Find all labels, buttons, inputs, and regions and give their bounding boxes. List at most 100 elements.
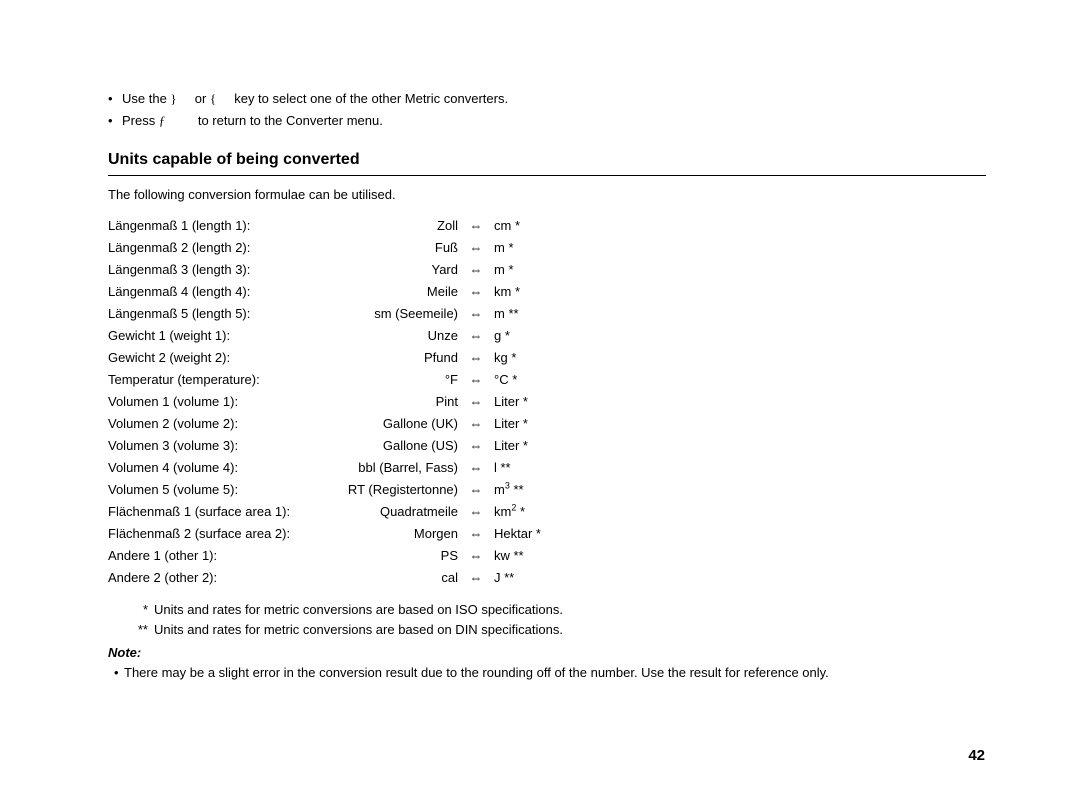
- conversion-row: Temperatur (temperature):°F⇔°C *: [108, 371, 985, 393]
- double-arrow-icon: ⇔: [462, 393, 490, 411]
- conversion-to-unit: cm *: [490, 217, 985, 235]
- conversion-category-label: Andere 1 (other 1):: [108, 547, 328, 565]
- conversion-row: Flächenmaß 1 (surface area 1):Quadratmei…: [108, 503, 985, 525]
- conversion-category-label: Längenmaß 4 (length 4):: [108, 283, 328, 301]
- conversion-to-unit: m *: [490, 239, 985, 257]
- footnote-mark: **: [130, 621, 154, 639]
- conversion-from-unit: sm (Seemeile): [328, 305, 462, 323]
- conversion-to-unit: kw **: [490, 547, 985, 565]
- conversion-row: Gewicht 1 (weight 1):Unze⇔g *: [108, 327, 985, 349]
- double-arrow-icon: ⇔: [462, 415, 490, 433]
- footnotes: *Units and rates for metric conversions …: [130, 601, 985, 638]
- conversion-to-unit: km2 *: [490, 503, 985, 521]
- conversion-row: Volumen 3 (volume 3):Gallone (US)⇔Liter …: [108, 437, 985, 459]
- conversion-row: Längenmaß 5 (length 5):sm (Seemeile)⇔m *…: [108, 305, 985, 327]
- conversion-row: Andere 2 (other 2):cal⇔J **: [108, 569, 985, 591]
- double-arrow-icon: ⇔: [462, 283, 490, 301]
- conversion-category-label: Längenmaß 5 (length 5):: [108, 305, 328, 323]
- conversion-row: Längenmaß 2 (length 2):Fuß⇔m *: [108, 239, 985, 261]
- conversion-category-label: Längenmaß 3 (length 3):: [108, 261, 328, 279]
- conversion-category-label: Gewicht 1 (weight 1):: [108, 327, 328, 345]
- conversion-to-unit: °C *: [490, 371, 985, 389]
- conversion-to-unit: J **: [490, 569, 985, 587]
- conversion-row: Volumen 2 (volume 2):Gallone (UK)⇔Liter …: [108, 415, 985, 437]
- double-arrow-icon: ⇔: [462, 305, 490, 323]
- footnote-mark: *: [130, 601, 154, 619]
- double-arrow-icon: ⇔: [462, 239, 490, 257]
- bullet-row: •Use the } or { key to select one of the…: [108, 90, 985, 108]
- conversion-to-unit: g *: [490, 327, 985, 345]
- bullet-dot-icon: •: [108, 90, 122, 108]
- conversion-row: Längenmaß 4 (length 4):Meile⇔km *: [108, 283, 985, 305]
- conversion-to-unit: m *: [490, 261, 985, 279]
- double-arrow-icon: ⇔: [462, 569, 490, 587]
- heading-rule: [108, 175, 986, 176]
- conversion-from-unit: Quadratmeile: [328, 503, 462, 521]
- conversion-category-label: Volumen 2 (volume 2):: [108, 415, 328, 433]
- conversion-from-unit: Meile: [328, 283, 462, 301]
- note-text: There may be a slight error in the conve…: [124, 664, 829, 682]
- conversion-row: Volumen 5 (volume 5):RT (Registertonne)⇔…: [108, 481, 985, 503]
- section-heading: Units capable of being converted: [108, 149, 985, 171]
- conversion-to-unit: Hektar *: [490, 525, 985, 543]
- conversion-from-unit: bbl (Barrel, Fass): [328, 459, 462, 477]
- conversion-row: Längenmaß 1 (length 1):Zoll⇔cm *: [108, 217, 985, 239]
- intro-text: The following conversion formulae can be…: [108, 186, 985, 204]
- double-arrow-icon: ⇔: [462, 327, 490, 345]
- conversion-from-unit: Gallone (US): [328, 437, 462, 455]
- conversion-category-label: Volumen 4 (volume 4):: [108, 459, 328, 477]
- bullet-text: Use the } or { key to select one of the …: [122, 90, 508, 108]
- conversion-row: Andere 1 (other 1):PS⇔kw **: [108, 547, 985, 569]
- note-bullet: •: [114, 664, 124, 682]
- conversion-from-unit: Pint: [328, 393, 462, 411]
- conversion-from-unit: Zoll: [328, 217, 462, 235]
- conversion-category-label: Flächenmaß 2 (surface area 2):: [108, 525, 328, 543]
- conversion-to-unit: Liter *: [490, 437, 985, 455]
- conversion-to-unit: m3 **: [490, 481, 985, 499]
- double-arrow-icon: ⇔: [462, 459, 490, 477]
- double-arrow-icon: ⇔: [462, 547, 490, 565]
- conversion-table: Längenmaß 1 (length 1):Zoll⇔cm *Längenma…: [108, 217, 985, 591]
- conversion-category-label: Flächenmaß 1 (surface area 1):: [108, 503, 328, 521]
- double-arrow-icon: ⇔: [462, 217, 490, 235]
- double-arrow-icon: ⇔: [462, 371, 490, 389]
- conversion-category-label: Andere 2 (other 2):: [108, 569, 328, 587]
- page-number: 42: [968, 746, 985, 766]
- conversion-row: Volumen 4 (volume 4):bbl (Barrel, Fass)⇔…: [108, 459, 985, 481]
- conversion-from-unit: cal: [328, 569, 462, 587]
- conversion-from-unit: Fuß: [328, 239, 462, 257]
- double-arrow-icon: ⇔: [462, 503, 490, 521]
- conversion-to-unit: Liter *: [490, 415, 985, 433]
- instruction-bullets: •Use the } or { key to select one of the…: [108, 90, 985, 129]
- conversion-category-label: Längenmaß 1 (length 1):: [108, 217, 328, 235]
- conversion-row: Flächenmaß 2 (surface area 2):Morgen⇔Hek…: [108, 525, 985, 547]
- bullet-dot-icon: •: [108, 112, 122, 130]
- bullet-row: •Press ƒ to return to the Converter menu…: [108, 112, 985, 130]
- conversion-to-unit: l **: [490, 459, 985, 477]
- conversion-from-unit: Morgen: [328, 525, 462, 543]
- conversion-to-unit: m **: [490, 305, 985, 323]
- conversion-category-label: Temperatur (temperature):: [108, 371, 328, 389]
- double-arrow-icon: ⇔: [462, 349, 490, 367]
- conversion-to-unit: kg *: [490, 349, 985, 367]
- conversion-category-label: Gewicht 2 (weight 2):: [108, 349, 328, 367]
- conversion-from-unit: Yard: [328, 261, 462, 279]
- conversion-category-label: Volumen 1 (volume 1):: [108, 393, 328, 411]
- double-arrow-icon: ⇔: [462, 481, 490, 499]
- footnote-text: Units and rates for metric conversions a…: [154, 601, 563, 619]
- conversion-from-unit: Gallone (UK): [328, 415, 462, 433]
- conversion-from-unit: Pfund: [328, 349, 462, 367]
- conversion-row: Gewicht 2 (weight 2):Pfund⇔kg *: [108, 349, 985, 371]
- conversion-from-unit: Unze: [328, 327, 462, 345]
- conversion-to-unit: Liter *: [490, 393, 985, 411]
- conversion-row: Längenmaß 3 (length 3):Yard⇔m *: [108, 261, 985, 283]
- note-label: Note:: [108, 644, 985, 662]
- double-arrow-icon: ⇔: [462, 525, 490, 543]
- footnote-row: *Units and rates for metric conversions …: [130, 601, 985, 619]
- page-root: •Use the } or { key to select one of the…: [0, 0, 1080, 796]
- conversion-category-label: Volumen 5 (volume 5):: [108, 481, 328, 499]
- conversion-from-unit: RT (Registertonne): [328, 481, 462, 499]
- conversion-to-unit: km *: [490, 283, 985, 301]
- conversion-from-unit: PS: [328, 547, 462, 565]
- conversion-category-label: Volumen 3 (volume 3):: [108, 437, 328, 455]
